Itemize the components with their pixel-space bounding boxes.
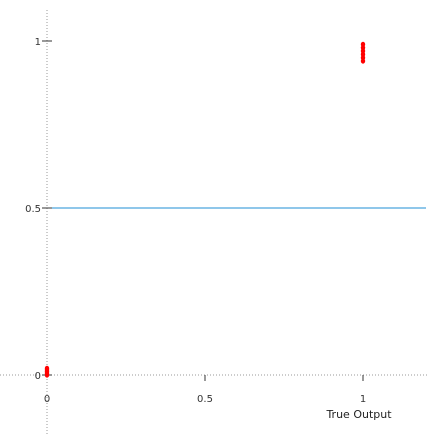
data-point (44, 365, 50, 371)
x-tick-label: 0 (44, 394, 50, 405)
axis-layer (0, 10, 429, 436)
y-tick-label: 1 (35, 37, 41, 48)
point-layer (44, 41, 366, 378)
x-tick-label: 0.5 (197, 394, 213, 405)
data-point (360, 41, 366, 47)
tick-layer: 0 0.5 1 0 0.5 1 (25, 37, 366, 405)
y-tick-label: 0 (35, 371, 41, 382)
x-tick-label: 1 (360, 394, 366, 405)
x-axis-title: True Output (325, 408, 392, 421)
y-tick-label: 0.5 (25, 204, 41, 215)
